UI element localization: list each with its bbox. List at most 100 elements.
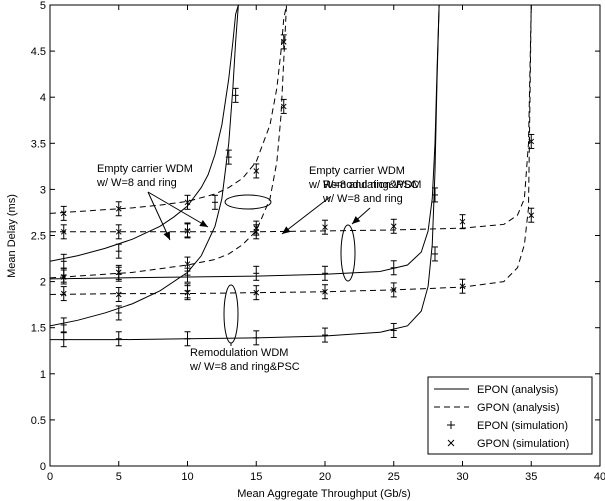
x-marker xyxy=(390,223,397,230)
annotation-line: Remodulation WDM xyxy=(190,347,288,359)
sim-point-epon xyxy=(60,253,67,269)
arrow-line xyxy=(281,196,331,235)
x-marker xyxy=(115,291,122,298)
x-tick-label: 20 xyxy=(319,471,331,483)
sim-point-epon xyxy=(432,187,438,203)
y-tick-label: 5 xyxy=(40,0,46,12)
sim-point-gpon xyxy=(60,224,67,240)
x-marker xyxy=(528,212,535,219)
series-curve-gpon-3 xyxy=(50,5,287,279)
annotation-arrows xyxy=(147,191,371,346)
x-marker xyxy=(184,261,191,267)
y-tick-label: 4.5 xyxy=(31,46,46,58)
x-marker xyxy=(253,228,260,235)
y-tick-label: 3.5 xyxy=(31,138,46,150)
x-marker xyxy=(115,228,122,235)
annotation-ellipse xyxy=(223,284,239,344)
sim-point-gpon xyxy=(60,286,67,302)
sim-point-epon xyxy=(115,305,122,321)
x-tick-label: 25 xyxy=(388,471,400,483)
legend-swatch-gpon-simulation xyxy=(447,439,455,447)
sim-point-gpon xyxy=(253,285,260,301)
x-marker xyxy=(322,224,328,231)
sim-point-epon xyxy=(184,267,191,283)
y-axis-label: Mean Delay (ms) xyxy=(6,194,18,278)
sim-point-gpon xyxy=(115,224,122,240)
x-marker xyxy=(459,218,466,225)
x-marker xyxy=(60,210,67,217)
sim-point-epon xyxy=(60,332,67,348)
legend-swatch-epon-simulation xyxy=(447,421,455,429)
sim-point-epon xyxy=(212,194,218,210)
y-tick-label: 0.5 xyxy=(31,415,46,427)
series-curve-gpon-7 xyxy=(50,5,532,296)
x-tick-label: 40 xyxy=(594,471,605,483)
x-marker xyxy=(60,228,67,235)
series-curve-epon-0 xyxy=(50,5,239,262)
sim-point-gpon xyxy=(280,34,287,50)
sim-point-epon xyxy=(253,330,260,346)
x-axis-label: Mean Aggregate Throughput (Gb/s) xyxy=(237,488,410,500)
sim-point-epon xyxy=(60,267,67,283)
series-curve-epon-4 xyxy=(50,5,440,280)
y-tick-label: 3 xyxy=(40,184,46,196)
annotation-line: Empty carrier WDM xyxy=(97,163,193,175)
x-marker xyxy=(184,228,191,234)
y-tick-label: 2.5 xyxy=(31,231,46,243)
series-curve-gpon-5 xyxy=(50,5,532,233)
sim-point-epon xyxy=(253,265,260,281)
sim-point-gpon xyxy=(184,194,191,210)
y-tick-label: 1.5 xyxy=(31,323,46,335)
annotation-remodulation-ring: Remodulation WDM w/ W=8 and ring xyxy=(322,179,421,205)
annotation-empty-carrier-ring-psc: Empty carrier WDM w/ W=8 and ring&PSC xyxy=(308,165,419,191)
x-tick-label: 30 xyxy=(456,471,468,483)
x-tick-label: 5 xyxy=(116,471,122,483)
sim-point-gpon xyxy=(184,223,191,239)
sim-point-epon xyxy=(60,317,67,333)
arrow-line xyxy=(147,191,209,228)
annotation-ellipse xyxy=(340,224,356,282)
sim-point-gpon xyxy=(459,278,466,294)
sim-point-gpon xyxy=(528,207,535,223)
sim-point-gpon xyxy=(390,282,397,298)
sim-point-gpon xyxy=(60,205,67,221)
annotation-remodulation-ring-psc: Remodulation WDM w/ W=8 and ring&PSC xyxy=(189,347,300,373)
arrow-line xyxy=(351,207,371,225)
x-marker xyxy=(253,168,260,174)
sim-point-gpon xyxy=(253,224,260,240)
sim-point-gpon xyxy=(115,287,122,303)
sim-point-gpon xyxy=(459,214,466,230)
sim-point-gpon xyxy=(280,98,287,114)
annotation-line: Empty carrier WDM xyxy=(309,165,405,177)
x-marker xyxy=(184,199,191,206)
plot-layer xyxy=(49,4,601,467)
x-marker xyxy=(390,287,397,293)
y-tick-label: 1 xyxy=(40,369,46,381)
series-curve-gpon-1 xyxy=(50,5,287,214)
x-marker xyxy=(280,39,287,45)
sim-point-gpon xyxy=(322,219,328,235)
tick-layer: 0 5 10 15 20 25 30 35 40 0 0.5 1 1.5 2 2.5 3 3.5 4 4.5 5 xyxy=(31,0,605,483)
sim-point-epon xyxy=(390,260,397,276)
curves xyxy=(50,5,535,348)
annotation-line: w/ W=8 and ring xyxy=(322,193,403,205)
x-tick-label: 10 xyxy=(181,471,193,483)
annotation-line: Remodulation WDM xyxy=(323,179,421,191)
sim-point-gpon xyxy=(322,284,328,300)
sim-point-gpon xyxy=(253,163,260,179)
x-tick-label: 15 xyxy=(250,471,262,483)
legend-label: EPON (analysis) xyxy=(477,384,558,396)
x-tick-label: 0 xyxy=(47,471,53,483)
arrow-line xyxy=(147,191,171,241)
annotation-line: w/ W=8 and ring&PSC xyxy=(308,179,419,191)
annotation-empty-carrier-ring: Empty carrier WDM w/ W=8 and ring xyxy=(96,163,193,189)
sim-point-gpon xyxy=(115,201,122,217)
sim-point-epon xyxy=(115,266,122,282)
sim-point-epon xyxy=(432,246,438,262)
x-marker xyxy=(280,103,287,110)
sim-point-epon xyxy=(322,327,328,343)
x-marker xyxy=(528,138,535,145)
sim-point-epon xyxy=(232,87,239,103)
x-marker xyxy=(60,290,67,297)
